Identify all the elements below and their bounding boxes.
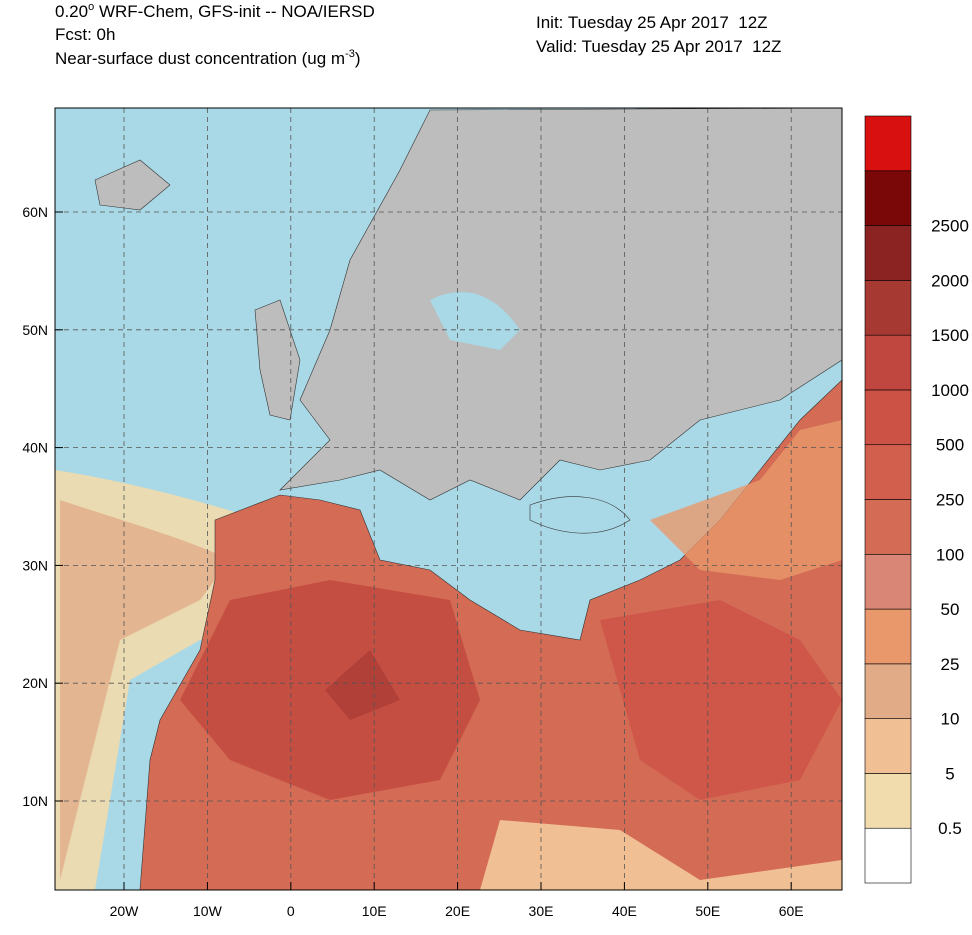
lon-label: 60E (779, 903, 804, 919)
colorbar-label: 10 (941, 710, 960, 729)
valid-time: Valid: Tuesday 25 Apr 2017 12Z (536, 37, 781, 56)
colorbar-box (864, 115, 912, 172)
colorbar-box (864, 170, 912, 226)
colorbar-box (864, 334, 912, 391)
colorbar-label: 2000 (931, 271, 969, 290)
lat-label: 10N (22, 793, 48, 809)
colorbar-label: 1500 (931, 326, 969, 345)
lon-label: 30E (529, 903, 554, 919)
colorbar-box (864, 553, 912, 610)
lon-label: 20W (110, 903, 140, 919)
colorbar-box (864, 444, 912, 500)
lat-label: 60N (22, 204, 48, 220)
colorbar-box (864, 280, 912, 336)
variable: Near-surface dust concentration (ug m-3) (55, 48, 361, 68)
lat-label: 30N (22, 557, 48, 573)
init-time: Init: Tuesday 25 Apr 2017 12Z (536, 13, 768, 32)
colorbar-box (864, 389, 912, 446)
lon-label: 10E (362, 903, 387, 919)
colorbar-label: 25 (941, 655, 960, 674)
colorbar-label: 5 (945, 764, 954, 783)
colorbar-label: 250 (936, 491, 964, 510)
title: 0.20o WRF-Chem, GFS-init -- NOA/IERSD (55, 1, 375, 21)
forecast: Fcst: 0h (55, 25, 115, 44)
colorbar-label: 1000 (931, 381, 969, 400)
lat-label: 40N (22, 440, 48, 456)
colorbar-label: 50 (941, 600, 960, 619)
lon-label: 50E (695, 903, 720, 919)
colorbar-box (864, 225, 912, 281)
colorbar-box (864, 718, 912, 774)
colorbar-label: 500 (936, 436, 964, 455)
colorbar-box (864, 608, 912, 665)
map-frame (54, 107, 843, 891)
colorbar-box (864, 499, 912, 555)
colorbar-box (864, 827, 912, 884)
colorbar-label: 2500 (931, 217, 969, 236)
lon-label: 40E (612, 903, 637, 919)
map (55, 108, 842, 890)
colorbar-label: 100 (936, 545, 964, 564)
colorbar-box (864, 773, 912, 829)
lon-label: 0 (287, 903, 295, 919)
lat-label: 50N (22, 322, 48, 338)
colorbar-box (864, 663, 912, 719)
graticule: 10N 20N 30N 40N 50N 60N 20W 10W 0 10E 20E 30E 40E 50E… (22, 108, 842, 919)
lon-label: 10W (193, 903, 223, 919)
lon-label: 20E (445, 903, 470, 919)
colorbar-label: 0.5 (938, 819, 962, 838)
colorbar: 0.5 5 10 25 50 100 250 500 1000 1500 2000 2500 (864, 115, 969, 884)
lat-label: 20N (22, 675, 48, 691)
